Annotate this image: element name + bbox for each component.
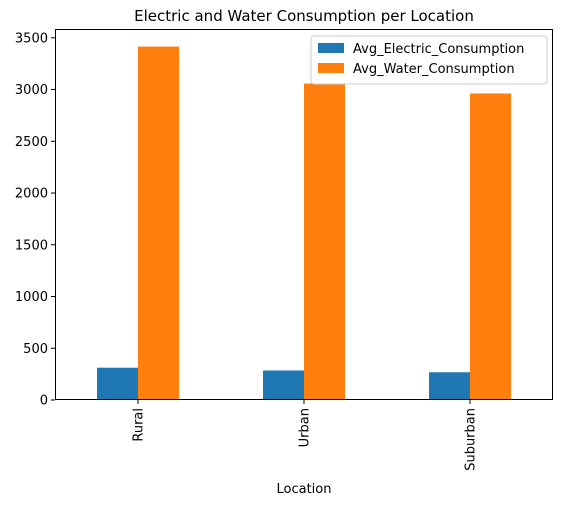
bar-avg_electric_consumption-rural [97,367,138,400]
bars-layer [97,46,511,401]
x-tick-label: Suburban [464,408,479,471]
x-axis: Rural Urban Suburban [132,400,479,471]
legend-label-electric: Avg_Electric_Consumption [353,42,524,57]
legend-swatch-electric [318,43,344,53]
y-tick-label: 3000 [15,83,48,98]
bar-avg_electric_consumption-urban [263,370,304,400]
x-tick-label: Urban [298,408,313,447]
y-tick-label: 3500 [15,31,48,46]
bar-avg_water_consumption-urban [304,83,345,401]
legend: Avg_Electric_Consumption Avg_Water_Consu… [310,35,548,85]
x-tick-label: Rural [132,408,147,442]
legend-label-water: Avg_Water_Consumption [353,62,515,77]
x-axis-title: Location [277,482,332,497]
y-tick-label: 2000 [15,187,48,202]
bar-avg_water_consumption-rural [138,46,179,401]
bar-avg_electric_consumption-suburban [429,372,470,400]
legend-swatch-water [318,63,344,73]
bar-avg_water_consumption-suburban [470,93,511,401]
y-tick-label: 2500 [15,135,48,150]
y-tick-label: 0 [40,394,48,409]
plot-frame [55,29,553,400]
y-tick-label: 1500 [15,238,48,253]
chart-title: Electric and Water Consumption per Locat… [134,7,474,25]
legend-box [310,35,548,85]
y-axis: 0 500 1000 1500 2000 2500 3000 3500 [15,31,55,409]
y-tick-label: 500 [23,342,48,357]
y-tick-label: 1000 [15,290,48,305]
